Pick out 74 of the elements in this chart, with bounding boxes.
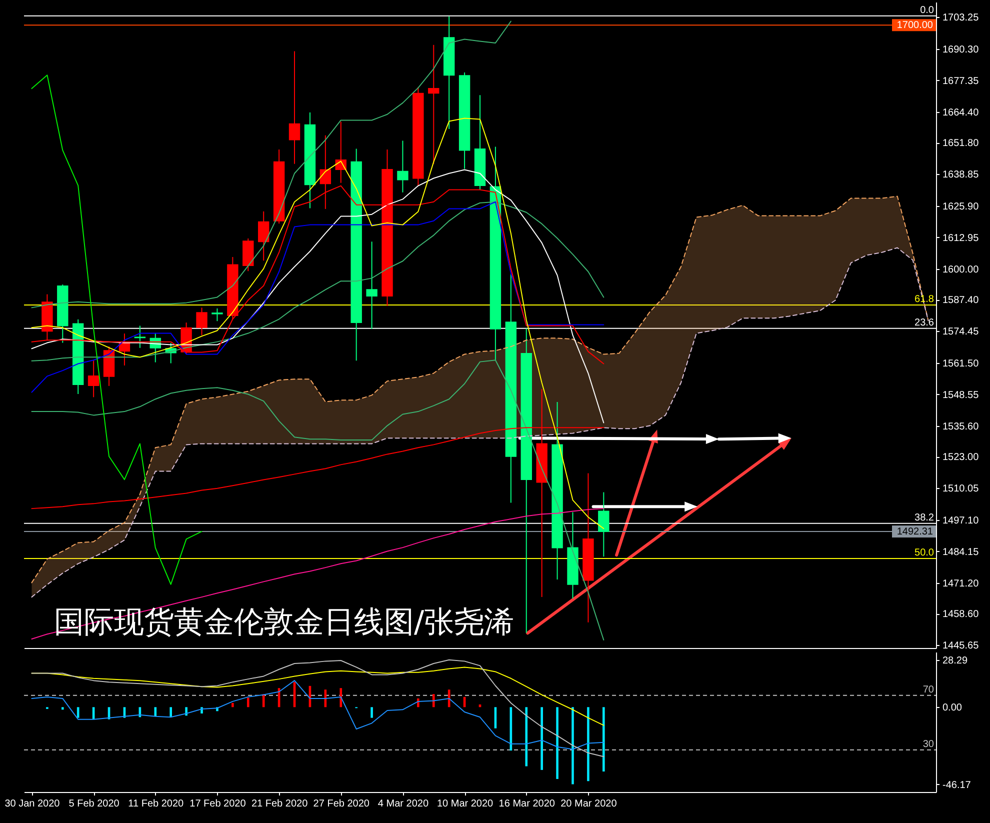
bar — [340, 688, 342, 708]
ref-line-label: 1492.31 — [896, 526, 934, 538]
annotation: 30 — [922, 738, 934, 750]
annotation: 70 — [922, 684, 934, 696]
x-tick-label: 30 Jan 2020 — [4, 798, 60, 810]
bar — [61, 707, 64, 710]
candlestick — [88, 360, 100, 398]
y-tick-label: 1561.50 — [942, 358, 980, 370]
annotation: 23.6 — [914, 317, 934, 328]
candlestick — [366, 241, 378, 330]
candlestick — [397, 140, 408, 193]
candlestick — [428, 44, 440, 164]
bar — [540, 707, 543, 770]
x-tick-label: 27 Feb 2020 — [313, 798, 370, 810]
bar — [262, 694, 265, 708]
y-tick-label: 1651.80 — [942, 138, 980, 150]
y-tick-label: 1612.95 — [942, 232, 980, 244]
x-tick-label: 16 Mar 2020 — [498, 798, 556, 810]
y-tick-label: 1600.00 — [942, 264, 980, 276]
x-tick-label: 4 Mar 2020 — [378, 798, 429, 810]
x-tick-label: 10 Mar 2020 — [436, 798, 494, 810]
bar — [556, 707, 558, 779]
bar — [572, 707, 574, 784]
y-tick-label: 1548.55 — [942, 390, 980, 401]
line-series — [31, 201, 604, 393]
y-tick-label: 1471.20 — [942, 578, 980, 590]
y-tick-label: 1497.10 — [942, 515, 980, 526]
candlestick — [196, 307, 208, 336]
x-tick-label: 17 Feb 2020 — [190, 798, 246, 810]
y-tick-label: 1484.15 — [942, 546, 980, 558]
line-series — [31, 508, 604, 640]
y-tick-label: 1677.35 — [942, 76, 980, 87]
y-tick-label: 1703.25 — [942, 12, 980, 24]
bar — [154, 707, 157, 716]
y-tick-label: 1664.40 — [942, 107, 980, 118]
y-tick-label: 0.00 — [942, 702, 962, 714]
x-tick-label: 20 Mar 2020 — [560, 798, 618, 810]
y-tick-label: 1535.60 — [942, 421, 980, 432]
y-tick-label: 1574.45 — [942, 326, 980, 338]
y-tick-label: -46.17 — [942, 780, 972, 791]
annotation: 38.2 — [914, 512, 934, 524]
candlestick — [288, 50, 300, 164]
x-tick-label: 11 Feb 2020 — [128, 798, 184, 810]
line-series — [31, 20, 512, 308]
y-tick-label: 1523.00 — [942, 452, 980, 464]
y-tick-label: 1458.60 — [942, 609, 980, 620]
bar — [602, 707, 605, 772]
line-series — [31, 74, 202, 585]
ref-line-label: 1700.00 — [896, 20, 934, 32]
line-series — [31, 680, 604, 750]
x-tick-label: 5 Feb 2020 — [68, 798, 120, 810]
bar — [587, 707, 590, 782]
bar — [76, 707, 80, 718]
candlestick — [134, 325, 146, 348]
bar — [525, 707, 528, 766]
bar — [170, 707, 172, 718]
y-tick-label: 1587.40 — [942, 295, 980, 306]
bar — [370, 707, 373, 718]
annotation: 50.0 — [914, 548, 934, 559]
y-tick-label: 1638.85 — [942, 170, 980, 181]
x-tick-label: 21 Feb 2020 — [251, 798, 308, 810]
candlestick — [598, 492, 610, 558]
bar — [246, 698, 250, 708]
candlestick — [212, 308, 223, 322]
candlestick — [258, 210, 270, 262]
annotation: 0.0 — [920, 4, 934, 16]
y-tick-label: 1445.65 — [942, 640, 980, 652]
y-tick-label: 1625.90 — [942, 201, 980, 212]
line-series — [31, 360, 604, 640]
y-tick-label: 1510.05 — [942, 484, 980, 495]
y-tick-label: 1690.30 — [942, 44, 980, 56]
bar — [232, 702, 234, 708]
bar — [432, 694, 435, 708]
y-tick-label: 28.29 — [942, 655, 968, 666]
